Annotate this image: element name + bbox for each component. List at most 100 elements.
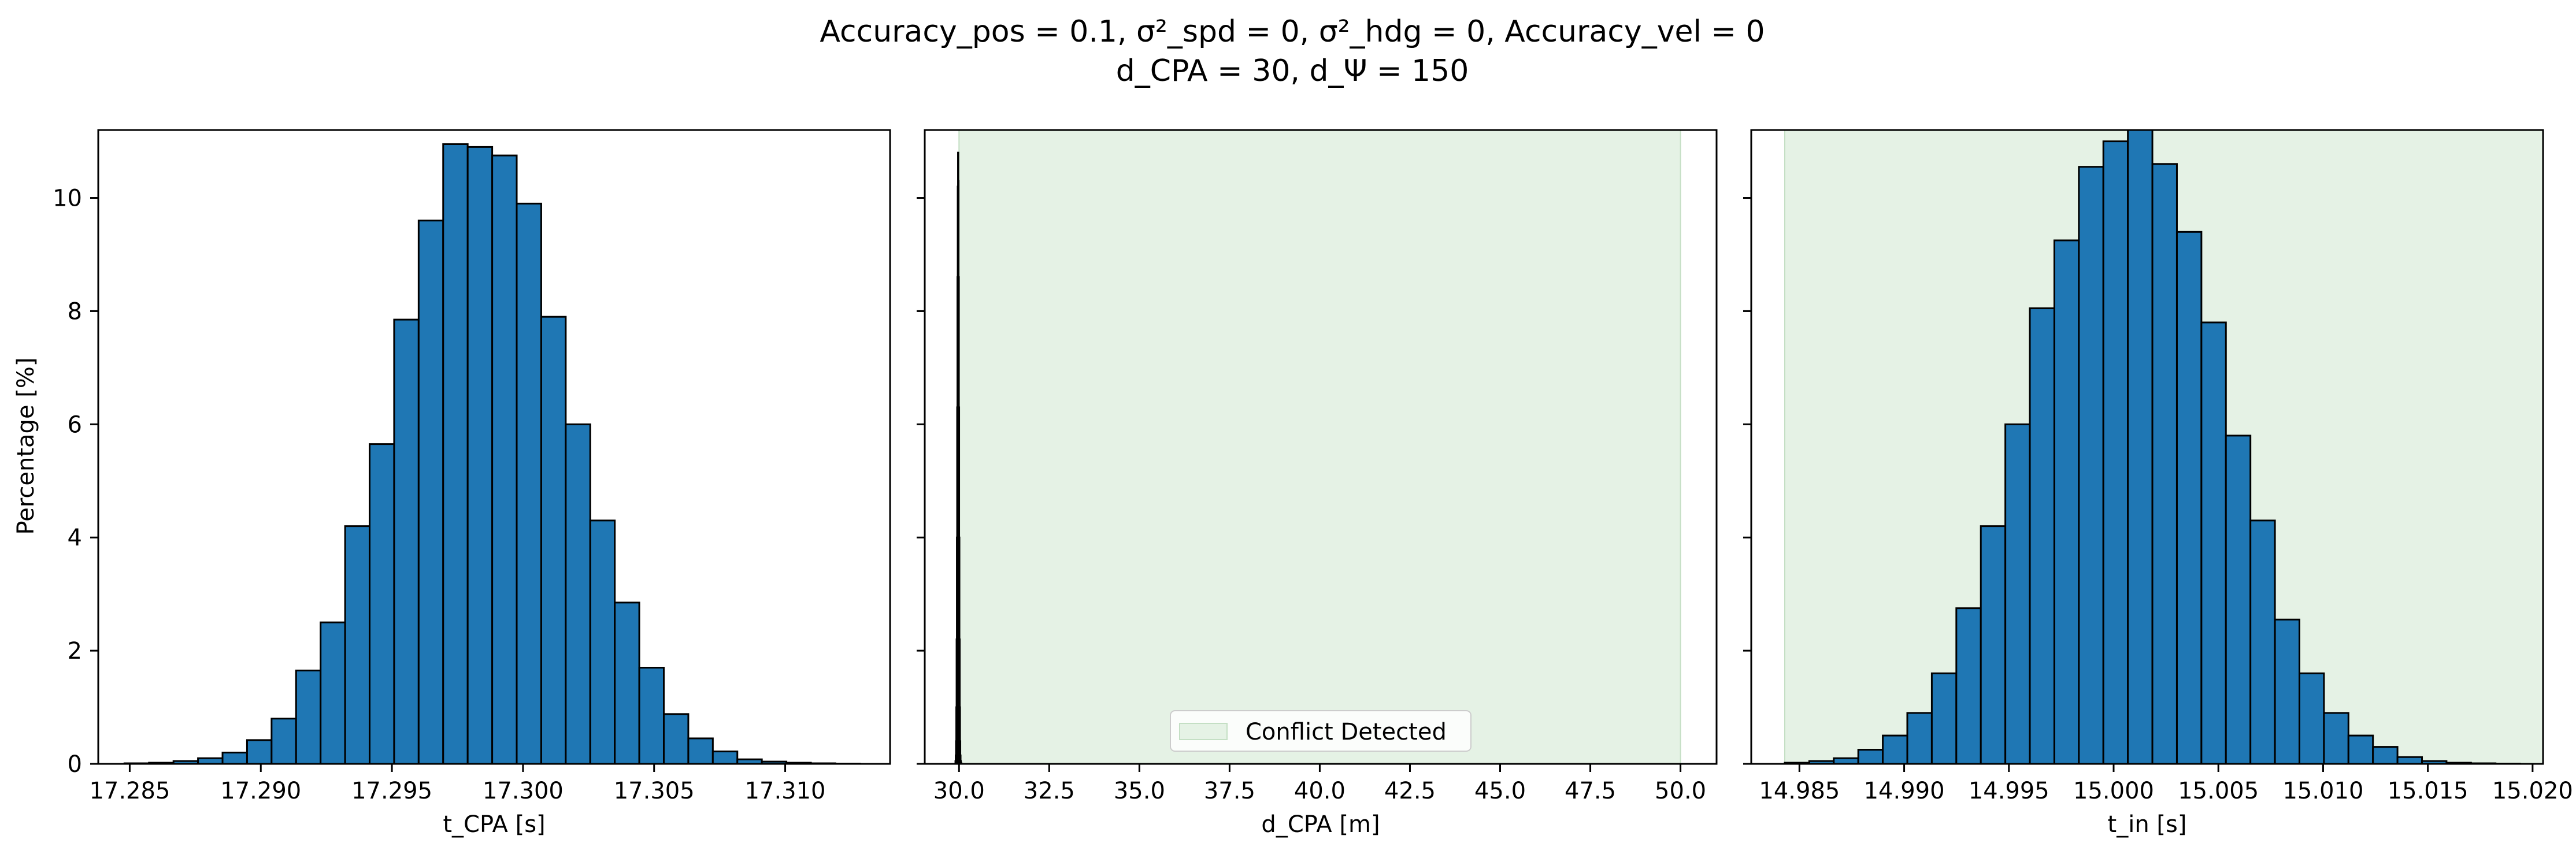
histogram-bar bbox=[2372, 746, 2399, 764]
x-tick-label: 42.5 bbox=[1384, 778, 1436, 804]
histogram-bar bbox=[2274, 618, 2300, 764]
histogram-bar bbox=[638, 666, 665, 764]
histogram-bar bbox=[1882, 734, 1908, 764]
legend-box bbox=[1170, 710, 1472, 752]
histogram-bar bbox=[589, 519, 616, 764]
histogram-bar bbox=[491, 154, 518, 764]
histogram-bar bbox=[2175, 231, 2203, 764]
y-axis-label: Percentage [%] bbox=[13, 358, 39, 535]
figure-title: Accuracy_pos = 0.1, σ²_spd = 0, σ²_hdg =… bbox=[820, 14, 1765, 88]
histogram-bar bbox=[2249, 519, 2276, 764]
x-tick-label: 47.5 bbox=[1565, 778, 1616, 804]
conflict-region bbox=[958, 130, 1681, 764]
histogram-bar bbox=[270, 718, 297, 764]
histogram-bar bbox=[442, 143, 469, 764]
figure-title-line-1: Accuracy_pos = 0.1, σ²_spd = 0, σ²_hdg =… bbox=[820, 14, 1765, 49]
histogram-bar bbox=[1955, 607, 1982, 764]
axes-frame bbox=[1750, 129, 2544, 765]
x-tick-label: 17.290 bbox=[220, 778, 301, 804]
histogram-bar bbox=[369, 443, 395, 764]
histogram-bar bbox=[246, 739, 273, 764]
x-axis-label: d_CPA [m] bbox=[1261, 811, 1380, 838]
histogram-bar bbox=[2323, 712, 2349, 764]
x-tick-label: 15.000 bbox=[2073, 778, 2154, 804]
y-tick-label: 10 bbox=[53, 185, 82, 212]
histogram-bar bbox=[1857, 749, 1884, 764]
histogram-bar bbox=[2225, 435, 2252, 764]
histogram-bar bbox=[663, 713, 690, 764]
dcpa-histogram-plot-area bbox=[954, 130, 1681, 764]
y-tick-label: 6 bbox=[68, 411, 82, 438]
x-tick-label: 32.5 bbox=[1024, 778, 1075, 804]
y-tick-label: 2 bbox=[68, 638, 82, 664]
axes-frame bbox=[924, 129, 1718, 765]
histogram-bar bbox=[711, 750, 739, 764]
histogram-bar bbox=[2127, 130, 2154, 764]
histogram-bar bbox=[2078, 166, 2104, 764]
histogram-bar bbox=[2396, 756, 2423, 764]
x-tick-label: 14.990 bbox=[1864, 778, 1945, 804]
y-tick-label: 0 bbox=[68, 751, 82, 778]
x-tick-label: 17.285 bbox=[89, 778, 170, 804]
histogram-bar bbox=[1930, 672, 1958, 764]
x-tick-label: 40.0 bbox=[1294, 778, 1346, 804]
histogram-bar bbox=[466, 146, 494, 764]
histogram-bar bbox=[344, 525, 371, 764]
legend-label: Conflict Detected bbox=[1246, 719, 1447, 745]
histogram-bar bbox=[2151, 163, 2178, 764]
x-tick-label: 15.005 bbox=[2178, 778, 2259, 804]
x-tick-label: 35.0 bbox=[1114, 778, 1165, 804]
legend: Conflict Detected bbox=[1170, 710, 1472, 752]
dcpa-histogram-panel: 30.0 32.5 35.0 37.5 40.0 42.5 45.0 47.5 50.0 d_CP… bbox=[917, 129, 1718, 838]
tin-histogram-plot-area bbox=[1784, 130, 2543, 764]
histogram-bar bbox=[1906, 712, 1933, 764]
histogram-bar bbox=[1980, 525, 2007, 764]
histogram-bar bbox=[221, 751, 248, 764]
histogram-bar bbox=[959, 706, 961, 764]
tin-histogram-bars bbox=[1784, 130, 2521, 764]
x-tick-label: 15.010 bbox=[2282, 778, 2363, 804]
x-tick-label: 15.020 bbox=[2492, 778, 2573, 804]
axes-frame bbox=[97, 129, 891, 765]
histogram-bar bbox=[2004, 423, 2031, 764]
x-tick-label: 50.0 bbox=[1655, 778, 1706, 804]
x-tick-label: 17.300 bbox=[483, 778, 564, 804]
subplot-panels: 17.285 17.290 17.295 17.300 17.305 17.310 0 2 4 6… bbox=[53, 129, 2573, 838]
histogram-bar bbox=[393, 318, 420, 764]
histogram-bar bbox=[2029, 307, 2055, 764]
histogram-bar bbox=[565, 423, 591, 764]
tcpa-histogram-bars bbox=[123, 143, 861, 764]
histogram-bar bbox=[2347, 734, 2374, 764]
histogram-bar bbox=[295, 669, 322, 764]
x-tick-label: 15.015 bbox=[2388, 778, 2468, 804]
x-tick-label: 14.995 bbox=[1969, 778, 2049, 804]
y-tick-label: 4 bbox=[68, 525, 82, 551]
x-axis-label: t_in [s] bbox=[2108, 811, 2187, 838]
histogram-bar bbox=[614, 601, 640, 764]
tin-histogram-panel: 14.985 14.990 14.995 15.000 15.005 15.010 15.0… bbox=[1743, 129, 2573, 838]
histogram-bar bbox=[417, 220, 444, 764]
x-tick-label: 17.295 bbox=[351, 778, 432, 804]
histogram-bar bbox=[2200, 321, 2227, 764]
histogram-bar bbox=[320, 621, 346, 764]
tcpa-histogram-panel: 17.285 17.290 17.295 17.300 17.305 17.310 0 2 4 6… bbox=[53, 129, 891, 838]
dcpa-histogram-bars bbox=[954, 151, 963, 764]
x-tick-label: 17.310 bbox=[745, 778, 826, 804]
histogram-bar bbox=[540, 315, 567, 764]
x-tick-label: 14.985 bbox=[1759, 778, 1840, 804]
histogram-bar bbox=[687, 737, 714, 764]
x-tick-label: 45.0 bbox=[1474, 778, 1526, 804]
x-tick-label: 30.0 bbox=[933, 778, 985, 804]
histogram-bar bbox=[2102, 140, 2129, 764]
x-tick-label: 37.5 bbox=[1204, 778, 1255, 804]
tcpa-histogram-plot-area bbox=[123, 143, 861, 764]
x-tick-label: 17.305 bbox=[614, 778, 695, 804]
x-axis-label: t_CPA [s] bbox=[443, 811, 545, 838]
histogram-bar bbox=[516, 202, 542, 764]
histogram-bar bbox=[2053, 239, 2080, 764]
histogram-bar bbox=[2298, 672, 2325, 764]
figure-title-line-2: d_CPA = 30, d_Ψ = 150 bbox=[1116, 54, 1469, 88]
y-tick-label: 8 bbox=[68, 298, 82, 325]
legend-swatch bbox=[1179, 723, 1228, 740]
